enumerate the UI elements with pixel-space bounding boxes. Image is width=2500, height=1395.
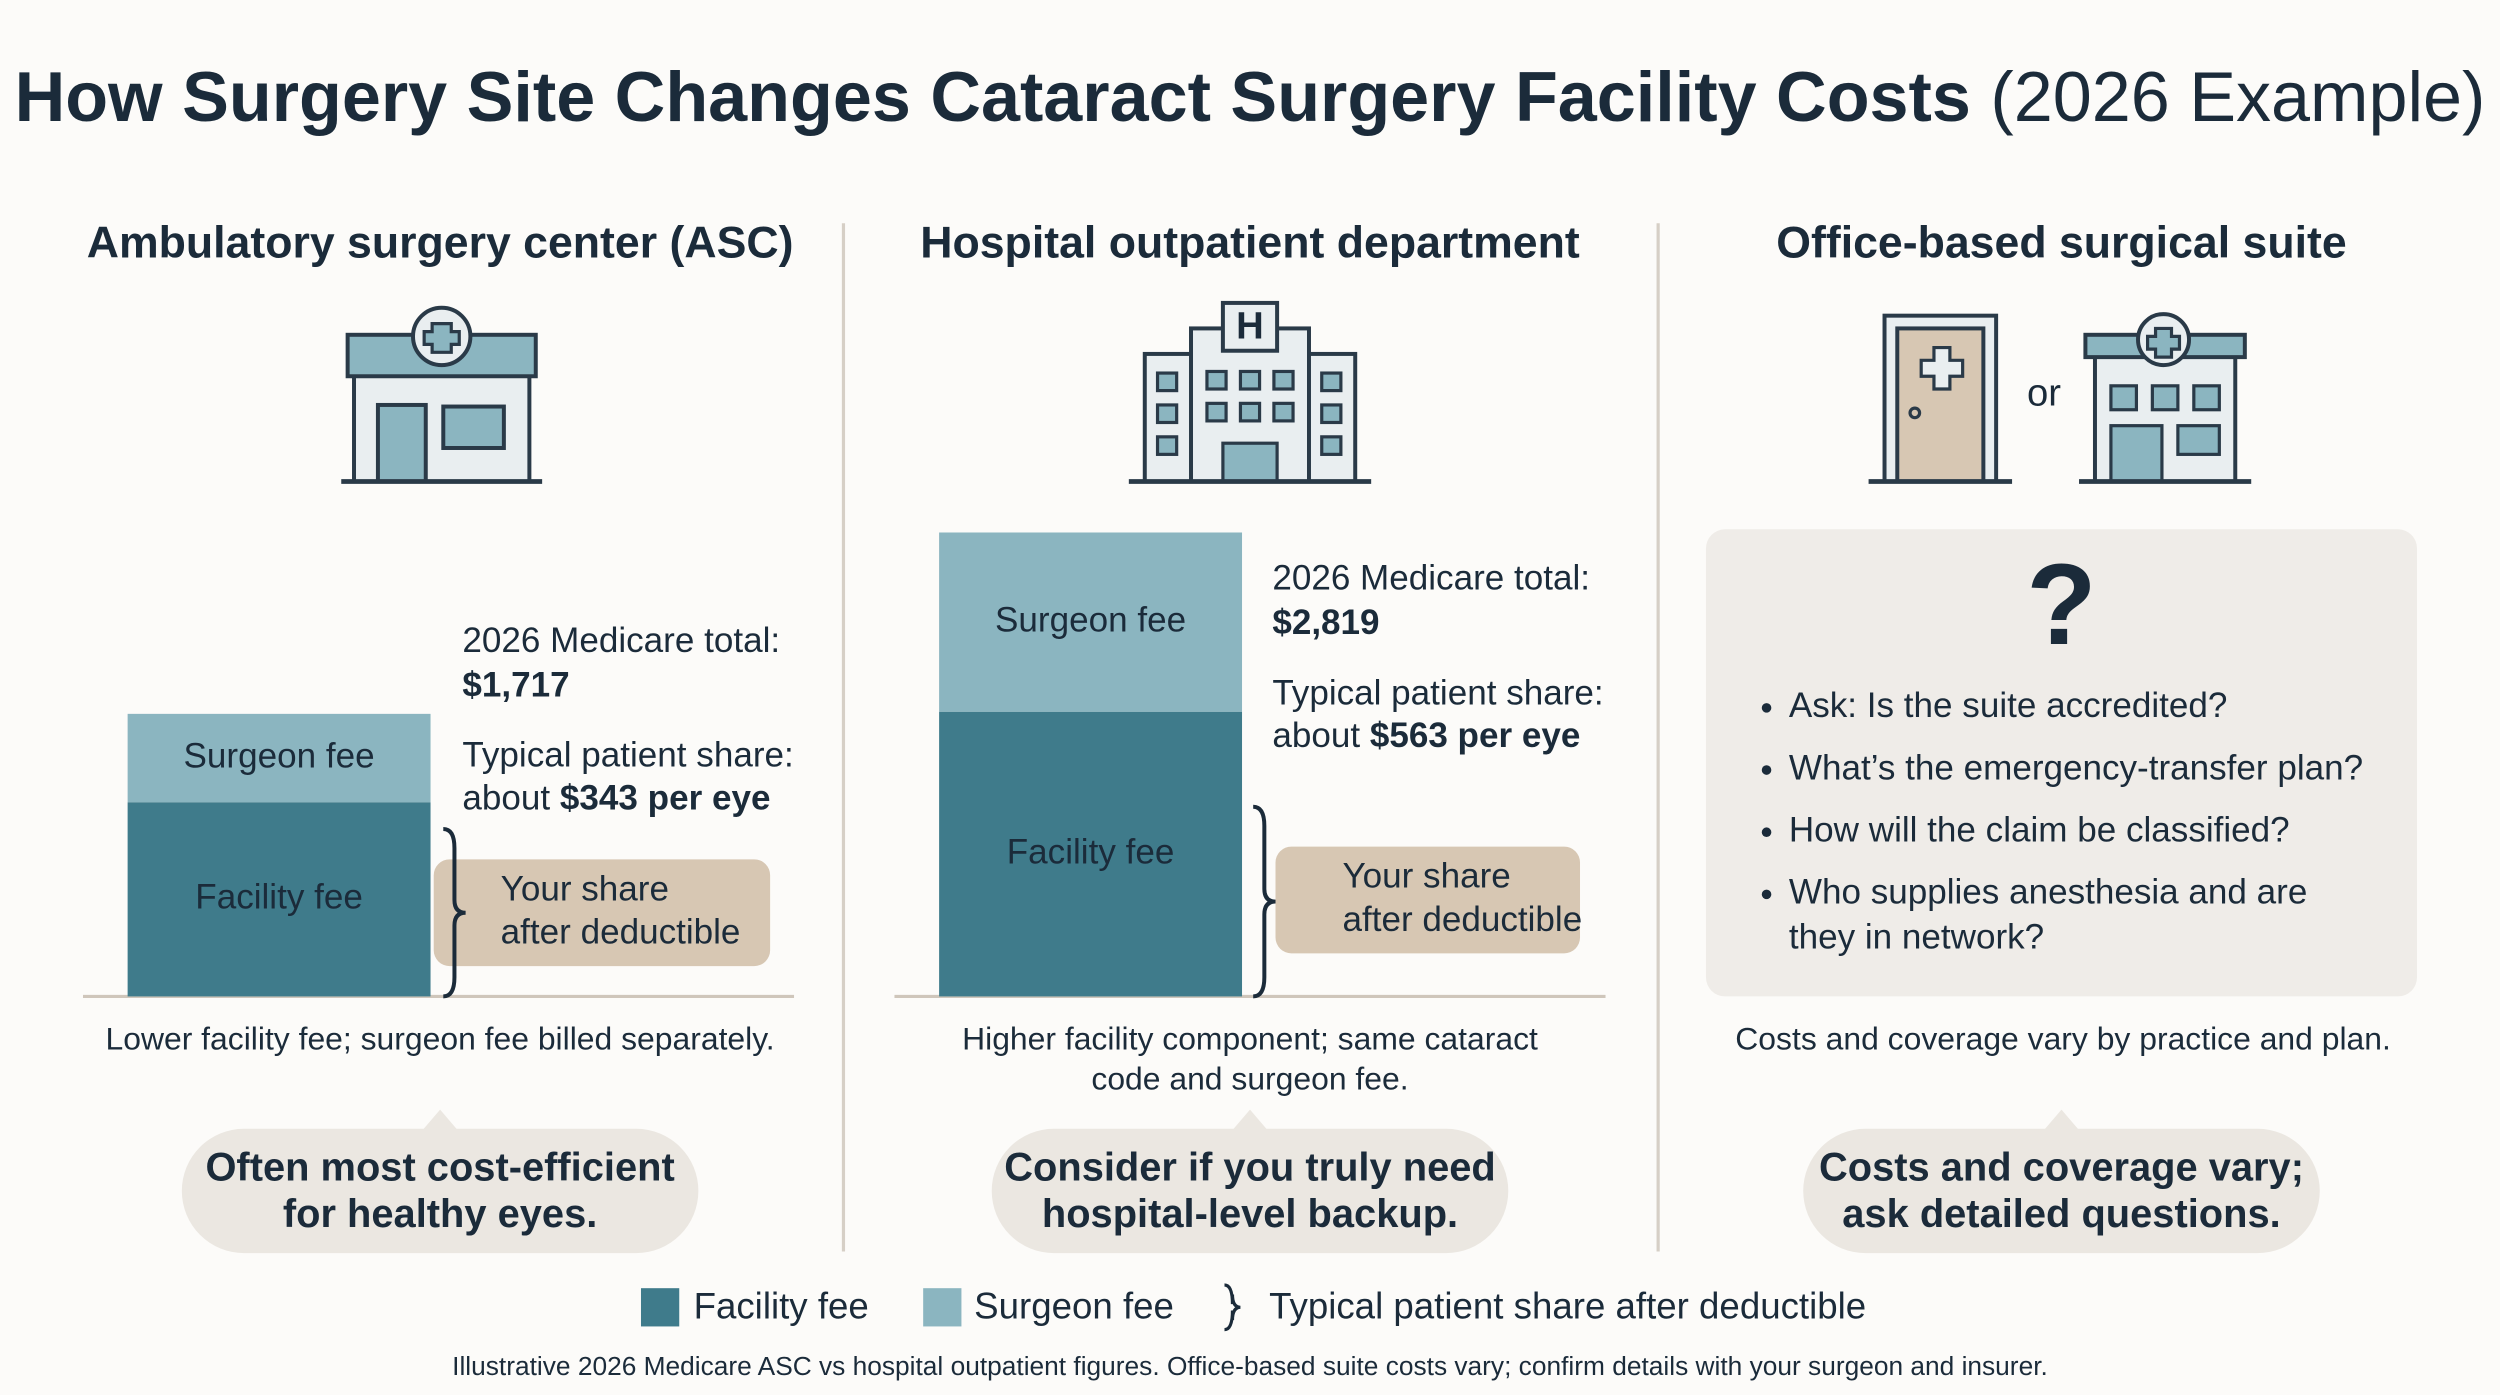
panel-heading: Hospital outpatient department — [920, 218, 1580, 267]
bullet-dot — [1761, 889, 1772, 900]
legend-label: Surgeon fee — [974, 1286, 1174, 1327]
share-prefix: about — [1272, 716, 1360, 755]
bar-segment — [939, 711, 1243, 997]
legend-label: Facility fee — [694, 1286, 869, 1327]
office-icon — [1868, 312, 2252, 484]
total-value: $2,819 — [1272, 603, 1379, 642]
callout-pointer — [1230, 1109, 1270, 1132]
bar-segment — [939, 532, 1243, 712]
share-line: about $563 per eye — [1272, 716, 1580, 755]
bullet-text: they in network? — [1789, 917, 2044, 956]
legend-swatch — [640, 1288, 680, 1327]
callout-text: ask detailed questions. — [1842, 1192, 2280, 1236]
total-label: 2026 Medicare total: — [1272, 559, 1590, 598]
share-box — [433, 859, 771, 967]
brace — [443, 827, 466, 999]
note: Costs and coverage vary by practice and … — [1735, 1020, 2391, 1056]
share-box-label: after deductible — [1342, 900, 1582, 939]
title-main: How Surgery Site Changes Cataract Surger… — [15, 58, 1971, 136]
share-label: Typical patient share: — [462, 736, 793, 775]
share-box-label: Your share — [1342, 857, 1510, 896]
callout-text: Often most cost-efficient — [205, 1146, 674, 1190]
share-value: $343 per eye — [560, 779, 771, 818]
note: Higher facility component; same cataract — [962, 1020, 1538, 1056]
share-line: about $343 per eye — [462, 779, 770, 818]
callout-text: Consider if you truly need — [1004, 1146, 1495, 1190]
bullet-text: What’s the emergency-transfer plan? — [1789, 748, 2363, 787]
callout-pointer — [2042, 1109, 2081, 1132]
callout — [991, 1128, 1509, 1254]
asc-icon — [341, 305, 543, 484]
share-box — [1275, 846, 1581, 954]
or-label: or — [2027, 371, 2061, 414]
question-mark: ? — [2026, 541, 2096, 669]
share-box-label: Your share — [501, 869, 669, 908]
share-label: Typical patient share: — [1272, 673, 1603, 712]
bullet-text: Ask: Is the suite accredited? — [1789, 686, 2228, 725]
legend-brace — [1224, 1283, 1241, 1332]
segment-label: Facility fee — [195, 878, 363, 917]
bullet-dot — [1761, 827, 1772, 837]
share-value: $563 per eye — [1370, 716, 1581, 755]
total-value: $1,717 — [462, 665, 569, 704]
share-prefix: about — [462, 779, 550, 818]
bullet-dot — [1761, 765, 1772, 775]
title-suffix: (2026 Example) — [1990, 58, 2485, 136]
bar-segment — [127, 802, 431, 997]
segment-label: Surgeon fee — [995, 600, 1186, 639]
callout-text: for healthy eyes. — [283, 1192, 597, 1236]
callout-text: hospital-level backup. — [1042, 1192, 1458, 1236]
hospital-icon: H — [1128, 300, 1372, 484]
panel-heading: Ambulatory surgery center (ASC) — [87, 218, 794, 267]
note: Lower facility fee; surgeon fee billed s… — [106, 1020, 775, 1056]
bullet-text: Who supplies anesthesia and are — [1789, 873, 2307, 912]
callout — [1803, 1128, 2320, 1254]
callout — [181, 1128, 699, 1254]
legend-label: Typical patient share after deductible — [1269, 1286, 1866, 1327]
total-label: 2026 Medicare total: — [462, 621, 780, 660]
note: code and surgeon fee. — [1091, 1060, 1408, 1096]
bar-segment — [127, 713, 431, 803]
legend-swatch — [923, 1288, 962, 1327]
svg-text:H: H — [1236, 305, 1264, 348]
bullet-text: How will the claim be classified? — [1789, 810, 2290, 849]
callout-text: Costs and coverage vary; — [1819, 1146, 2304, 1190]
share-box-label: after deductible — [501, 913, 741, 952]
segment-label: Facility fee — [1007, 832, 1175, 871]
footnote: Illustrative 2026 Medicare ASC vs hospit… — [452, 1351, 2048, 1381]
panel-heading: Office-based surgical suite — [1776, 218, 2346, 267]
brace — [1252, 804, 1276, 999]
questions-panel — [1705, 529, 2418, 997]
title: How Surgery Site Changes Cataract Surger… — [15, 58, 2486, 136]
segment-label: Surgeon fee — [184, 736, 375, 775]
bullet-dot — [1761, 703, 1772, 713]
callout-pointer — [420, 1109, 460, 1132]
